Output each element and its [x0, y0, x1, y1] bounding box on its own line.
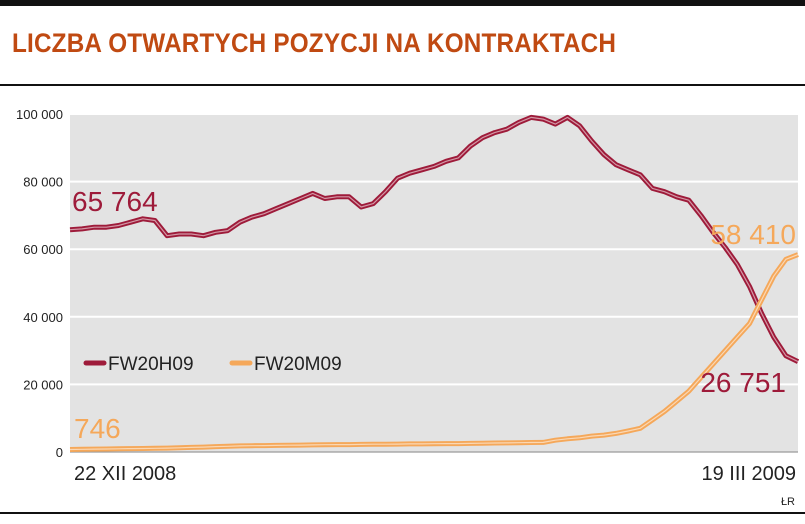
legend-label-fw20m09: FW20M09: [254, 354, 342, 375]
y-tick-label-5: 100 000: [16, 107, 63, 122]
gridlines: [70, 113, 798, 453]
plot-area: [70, 114, 798, 452]
y-tick-label-3: 60 000: [23, 242, 63, 257]
data-label-fw20m09-end: 58 410: [710, 219, 796, 250]
data-label-fw20m09-start: 746: [74, 413, 121, 444]
y-axis-tick-labels: 0 20 000 40 000 60 000 80 000 100 000: [16, 107, 63, 460]
bottom-rule: [0, 512, 805, 514]
x-tick-label-start: 22 XII 2008: [74, 463, 176, 485]
x-axis-tick-labels: 22 XII 2008 19 III 2009: [74, 463, 796, 485]
x-tick-label-end: 19 III 2009: [701, 463, 796, 485]
series-highlight-fw20h09: [69, 116, 799, 363]
y-tick-label-1: 20 000: [23, 377, 63, 392]
y-tick-label-0: 0: [56, 445, 63, 460]
legend-label-fw20h09: FW20H09: [108, 354, 194, 375]
y-tick-label-4: 80 000: [23, 175, 63, 190]
y-tick-label-2: 40 000: [23, 310, 63, 325]
series-highlight-fw20m09: [69, 254, 799, 451]
data-label-fw20h09-end: 26 751: [700, 367, 786, 398]
series-lines: [69, 114, 800, 452]
top-rule: [0, 0, 805, 6]
data-label-fw20h09-start: 65 764: [72, 186, 158, 217]
data-labels: 65 764 26 751 58 410 746: [72, 186, 796, 444]
chart-title: LICZBA OTWARTYCH POZYCJI NA KONTRAKTACH: [12, 28, 617, 58]
legend: FW20H09 FW20M09: [83, 354, 342, 375]
title-rule: [0, 84, 805, 86]
credit-initials: ŁR: [780, 496, 795, 508]
